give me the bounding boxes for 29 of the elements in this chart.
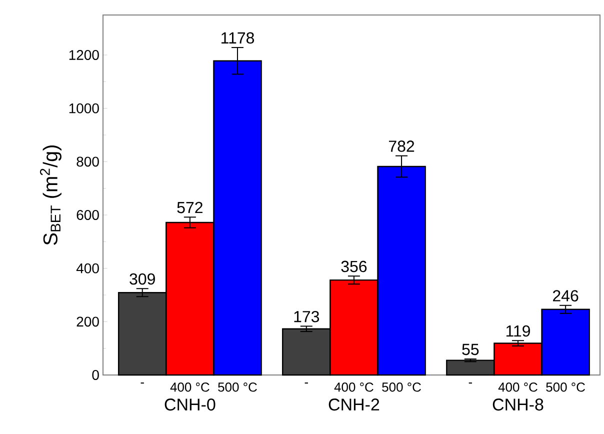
y-tick-label: 1000 [69, 103, 99, 114]
y-tick-label: 400 [76, 263, 99, 274]
series-label: - [140, 382, 144, 384]
y-tick-label: 0 [92, 370, 99, 380]
text: - [468, 382, 472, 384]
data-label: 572 [177, 202, 202, 214]
data-label: 119 [506, 325, 530, 337]
y-tick-label: 1200 [69, 50, 99, 60]
x-tick-label: CNH-0 [164, 398, 216, 411]
y-tick-label: 600 [76, 210, 99, 220]
y-axis-title: S$_{BET}$ (m$^{2}$/g) [40, 145, 62, 245]
data-label: 309 [130, 273, 155, 285]
data-label: 246 [553, 290, 578, 302]
data-label: 782 [389, 140, 414, 152]
y-tick-label: 800 [76, 156, 99, 167]
data-label: 356 [341, 260, 367, 272]
y-tick-label: 200 [76, 316, 99, 327]
series-label: 400 °C [170, 382, 210, 392]
text: 500 °C [382, 382, 421, 392]
text: 400 °C [498, 382, 538, 392]
data-label: 173 [294, 310, 320, 322]
text: 400 °C [334, 382, 374, 392]
x-tick-label: CNH-8 [492, 398, 544, 411]
data-label: 55 [462, 344, 479, 356]
x-tick-label: CNH-2 [328, 398, 380, 411]
text: - [304, 382, 308, 384]
data-label: 1178 [222, 32, 254, 44]
text: 500 °C [546, 382, 585, 392]
series-label: 500 °C [218, 382, 257, 392]
